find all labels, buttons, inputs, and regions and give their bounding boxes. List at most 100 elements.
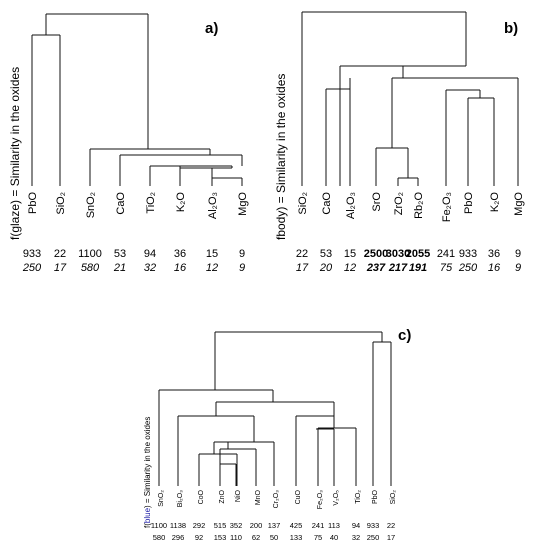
value-row1-cell: 1100 bbox=[78, 248, 102, 260]
leaf-label: ZnO bbox=[219, 489, 226, 503]
dendrogram-b-svg: b) fbody) = Similarity in the oxides SiO… bbox=[274, 11, 525, 274]
value-row2-cell: 133 bbox=[290, 533, 303, 542]
value-row1-cell: 425 bbox=[290, 521, 303, 530]
value-row2-cell: 16 bbox=[174, 262, 187, 274]
value-row2-cell: 17 bbox=[387, 533, 395, 542]
value-row1-cell: 94 bbox=[352, 521, 360, 530]
value-row2-cell: 12 bbox=[344, 262, 356, 274]
value-row2-cell: 17 bbox=[296, 262, 309, 274]
value-row2-cell: 250 bbox=[367, 533, 380, 542]
value-row2-cell: 9 bbox=[515, 262, 521, 274]
value-row1-cell: 3030 bbox=[386, 248, 410, 260]
value-row2-cell: 217 bbox=[388, 262, 408, 274]
value-row1-cell: 22 bbox=[296, 248, 308, 260]
leaf-label: V₂O₅ bbox=[333, 490, 340, 506]
value-row2-cell: 153 bbox=[214, 533, 227, 542]
leaf-label: MgO bbox=[513, 192, 525, 216]
leaf-label: MgO bbox=[237, 192, 249, 216]
value-row2-cell: 32 bbox=[144, 262, 156, 274]
dendrogram-panel-c: c) f(blue) = Similarity in the oxides Sn… bbox=[136, 318, 416, 550]
leaf-label: Al₂O₃ bbox=[207, 192, 219, 219]
y-label-c-pre: f( bbox=[143, 523, 152, 528]
value-row2-cell: 9 bbox=[239, 262, 245, 274]
value-row1-cell: 53 bbox=[114, 248, 126, 260]
value-row2-cell: 40 bbox=[330, 533, 338, 542]
leaf-label: Al₂O₃ bbox=[345, 192, 357, 219]
leaf-label: SrO bbox=[371, 192, 383, 212]
dendrogram-c-tree bbox=[158, 331, 392, 486]
dendrogram-a-svg: a) f(glaze) = Similarity in the oxides P… bbox=[8, 13, 249, 274]
value-row2-cell: 62 bbox=[252, 533, 260, 542]
values-row1-a: 933 22 1100 53 94 36 15 9 bbox=[23, 248, 245, 260]
value-row1-cell: 22 bbox=[387, 521, 395, 530]
value-row1-cell: 15 bbox=[344, 248, 356, 260]
values-row2-c: 580 296 92 153 110 62 50 133 75 40 32 250 17 bbox=[153, 533, 395, 542]
leaf-label: Fe₂O₃ bbox=[317, 490, 324, 509]
value-row2-cell: 21 bbox=[113, 262, 126, 274]
value-row1-cell: 241 bbox=[312, 521, 325, 530]
leaf-label: CaO bbox=[321, 192, 333, 215]
leaf-label: CaO bbox=[115, 192, 127, 215]
y-axis-label-a: f(glaze) = Similarity in the oxides bbox=[8, 67, 22, 240]
leaf-label: TiO₂ bbox=[145, 192, 157, 214]
leaf-label: Fe₂O₃ bbox=[441, 192, 453, 222]
leaf-label: SnO₂ bbox=[158, 490, 165, 507]
value-row2-cell: 12 bbox=[206, 262, 218, 274]
value-row1-cell: 9 bbox=[239, 248, 245, 260]
dendrogram-a-tree bbox=[31, 13, 243, 186]
leaf-label: TiO₂ bbox=[355, 490, 362, 504]
value-row1-cell: 2055 bbox=[406, 248, 430, 260]
value-row1-cell: 933 bbox=[23, 248, 41, 260]
leaf-labels-a: PbO SiO₂ SnO₂ CaO TiO₂ K₂O Al₂O₃ MgO bbox=[27, 192, 249, 220]
value-row1-cell: 9 bbox=[515, 248, 521, 260]
leaf-label: CoO bbox=[198, 489, 205, 504]
leaf-label: Bi₂O₃ bbox=[177, 490, 184, 507]
leaf-label: K₂O bbox=[175, 192, 187, 213]
values-row2-a: 250 17 580 21 32 16 12 9 bbox=[22, 262, 245, 274]
leaf-label: PbO bbox=[27, 192, 39, 214]
value-row1-cell: 53 bbox=[320, 248, 332, 260]
value-row2-cell: 17 bbox=[54, 262, 67, 274]
value-row2-cell: 75 bbox=[440, 262, 453, 274]
value-row1-cell: 113 bbox=[328, 521, 340, 530]
leaf-label: SiO₂ bbox=[390, 490, 397, 505]
value-row2-cell: 110 bbox=[230, 533, 242, 542]
value-row1-cell: 515 bbox=[214, 521, 227, 530]
value-row1-cell: 2500 bbox=[364, 248, 388, 260]
value-row1-cell: 352 bbox=[230, 521, 243, 530]
value-row2-cell: 16 bbox=[488, 262, 501, 274]
value-row1-cell: 1138 bbox=[170, 521, 186, 530]
leaf-label: SiO₂ bbox=[55, 192, 67, 215]
value-row2-cell: 32 bbox=[352, 533, 360, 542]
value-row1-cell: 933 bbox=[367, 521, 380, 530]
panel-tag-c: c) bbox=[398, 327, 411, 344]
leaf-label: SnO₂ bbox=[85, 192, 97, 218]
value-row1-cell: 1100 bbox=[151, 521, 167, 530]
leaf-label: PbO bbox=[372, 489, 379, 504]
y-axis-label-c: f(blue) = Similarity in the oxides bbox=[143, 417, 152, 528]
value-row2-cell: 237 bbox=[366, 262, 386, 274]
value-row2-cell: 191 bbox=[409, 262, 427, 274]
value-row1-cell: 200 bbox=[250, 521, 263, 530]
leaf-label: PbO bbox=[463, 192, 475, 214]
value-row1-cell: 36 bbox=[174, 248, 186, 260]
dendrogram-c-svg: c) f(blue) = Similarity in the oxides Sn… bbox=[143, 327, 411, 542]
leaf-label: MnO bbox=[255, 489, 262, 505]
value-row2-cell: 92 bbox=[195, 533, 203, 542]
y-axis-label-b: fbody) = Similarity in the oxides bbox=[274, 74, 288, 240]
y-label-c-highlight: blue bbox=[143, 507, 152, 523]
value-row1-cell: 94 bbox=[144, 248, 156, 260]
dendrogram-panel-b: b) fbody) = Similarity in the oxides SiO… bbox=[268, 0, 533, 275]
leaf-label: NiO bbox=[235, 489, 242, 502]
leaf-labels-c: SnO₂ Bi₂O₃ CoO ZnO NiO MnO Cr₂O₃ CuO Fe₂O₃ V₂O₅ Ti… bbox=[158, 489, 397, 509]
leaf-labels-b: SiO₂ CaO Al₂O₃ SrO ZrO₂ Rb₂O Fe₂O₃ PbO K₂O MgO bbox=[297, 192, 525, 223]
dendrogram-panel-a: a) f(glaze) = Similarity in the oxides P… bbox=[0, 0, 262, 275]
values-row1-c: 1100 1138 292 515 352 200 137 425 241 113 94 933 22 bbox=[151, 521, 395, 530]
value-row1-cell: 933 bbox=[459, 248, 477, 260]
values-row2-b: 17 20 12 237 217 191 75 250 16 9 bbox=[296, 262, 521, 274]
value-row2-cell: 296 bbox=[172, 533, 185, 542]
value-row2-cell: 250 bbox=[22, 262, 42, 274]
value-row1-cell: 137 bbox=[268, 521, 281, 530]
value-row1-cell: 241 bbox=[437, 248, 455, 260]
